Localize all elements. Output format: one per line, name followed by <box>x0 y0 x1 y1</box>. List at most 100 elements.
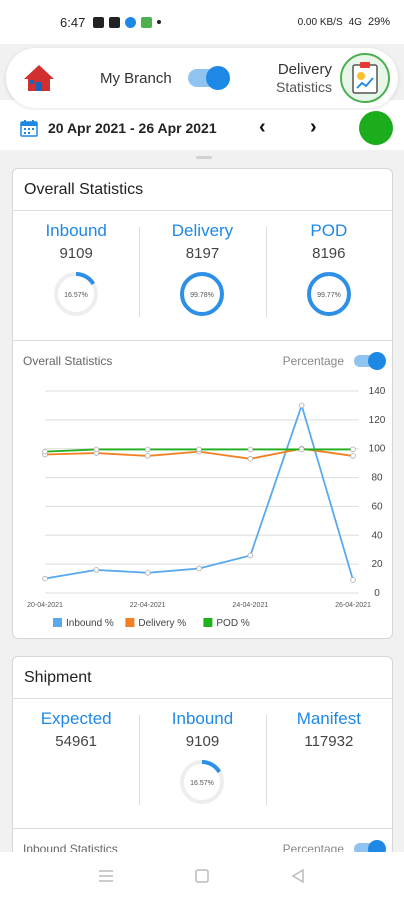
donut-label: 99.77% <box>317 292 341 299</box>
youtube-icon <box>93 16 105 28</box>
y-tick-label: 0 <box>374 588 380 599</box>
percentage-label: Percentage <box>282 354 344 368</box>
battery-level: 29% <box>367 16 390 28</box>
percentage-label: Percentage <box>282 842 344 856</box>
data-point <box>350 446 356 453</box>
pod-donut: 99.77% <box>306 272 351 316</box>
app-icon <box>109 16 121 28</box>
x-tick-label: 24-04-2021 <box>232 602 268 609</box>
overall-line-chart: 0 20 40 60 80 100 120 140 20-04-2021 22-04-2021 24… <box>27 386 386 629</box>
manifest-stat[interactable]: Manifest 117932 <box>265 699 392 828</box>
data-point <box>196 446 202 453</box>
data-point <box>144 570 151 576</box>
home-icon[interactable] <box>22 61 56 95</box>
my-branch-toggle[interactable] <box>187 66 230 90</box>
inbound-donut: 16.57% <box>54 272 99 316</box>
data-point <box>144 453 151 459</box>
status-bar: 6:47 0.00 KB/S 4G 29% <box>0 0 404 44</box>
x-tick-label: 20-04-2021 <box>27 602 63 609</box>
system-icons: 0.00 KB/S 4G 29% <box>298 16 390 28</box>
previous-week-button[interactable]: ‹ <box>259 116 266 138</box>
expected-stat[interactable]: Expected 54961 <box>13 699 139 828</box>
y-tick-label: 140 <box>369 386 386 397</box>
x-tick-label: 26-04-2021 <box>335 602 371 609</box>
stat-value: 8196 <box>312 245 346 262</box>
calendar-icon[interactable] <box>20 119 38 137</box>
stat-label: Expected <box>40 709 112 728</box>
overall-stats-row: Inbound 9109 16.57% Delivery 8197 99.78%… <box>13 211 392 341</box>
stat-value: 8197 <box>185 245 220 262</box>
stat-value: 54961 <box>55 733 98 750</box>
data-point <box>247 446 254 453</box>
legend-label: POD % <box>216 618 249 629</box>
more-dot-icon <box>157 20 162 24</box>
series-line <box>44 402 354 581</box>
page-title: Delivery Statistics <box>275 61 332 95</box>
data-point <box>298 446 305 453</box>
donut-label: 99.78% <box>191 292 215 299</box>
donut-label: 16.57% <box>64 292 88 299</box>
delivery-stat[interactable]: Delivery 8197 99.78% <box>139 211 265 340</box>
clipboard-chart-icon[interactable] <box>340 53 390 103</box>
data-point <box>42 575 48 582</box>
legend-swatch <box>203 618 213 627</box>
inbound-stat[interactable]: Inbound 9109 16.57% <box>13 211 139 340</box>
clock: 6:47 <box>60 14 86 30</box>
back-icon[interactable] <box>290 869 306 883</box>
legend-swatch <box>125 618 135 627</box>
stat-label: Delivery <box>171 221 234 240</box>
shipment-inbound-donut: 16.57% <box>180 760 225 804</box>
data-point <box>93 446 100 453</box>
percentage-toggle[interactable] <box>354 352 386 370</box>
data-point <box>93 567 100 573</box>
stat-value: 9109 <box>185 733 220 750</box>
shipment-inbound-stat[interactable]: Inbound 9109 16.57% <box>139 699 265 828</box>
green-app-icon <box>141 16 153 28</box>
delivery-donut: 99.78% <box>180 272 225 316</box>
y-tick-label: 40 <box>371 530 383 541</box>
x-tick-label: 22-04-2021 <box>130 602 166 609</box>
data-point <box>42 448 48 455</box>
overall-statistics-card: Overall Statistics Inbound 9109 16.57% D… <box>12 168 393 639</box>
data-point <box>196 565 202 572</box>
date-range[interactable]: 20 Apr 2021 - 26 Apr 2021 <box>48 120 217 136</box>
system-nav-bar <box>0 852 404 900</box>
card-title: Shipment <box>13 657 392 699</box>
y-tick-label: 60 <box>371 501 383 512</box>
legend-label: Inbound % <box>66 618 114 629</box>
stat-label: Inbound <box>45 221 107 240</box>
stat-label: POD <box>310 221 348 240</box>
data-point <box>144 446 151 453</box>
chart-title: Overall Statistics <box>23 354 113 368</box>
card-title: Overall Statistics <box>13 169 392 211</box>
shipment-card: Shipment Expected 54961 Inbound 9109 16.… <box>12 656 393 856</box>
legend-swatch <box>53 618 62 627</box>
y-tick-label: 120 <box>369 415 386 426</box>
next-week-button[interactable]: › <box>310 116 317 138</box>
legend-label: Delivery % <box>138 618 186 629</box>
app-bar: My Branch Delivery Statistics <box>6 48 398 108</box>
stat-label: Inbound <box>171 709 234 728</box>
pod-stat[interactable]: POD 8196 99.77% <box>265 211 392 340</box>
data-point <box>247 456 254 462</box>
date-bar: 20 Apr 2021 - 26 Apr 2021 ‹ › <box>0 110 404 146</box>
menu-icon[interactable] <box>98 869 114 883</box>
net-speed: 0.00 KB/S <box>297 16 343 28</box>
data-point <box>298 402 305 409</box>
network-type: 4G <box>348 16 362 28</box>
chart-header: Overall Statistics Percentage <box>13 341 392 371</box>
status-indicator[interactable] <box>359 111 393 145</box>
y-tick-label: 20 <box>371 559 383 570</box>
stat-label: Manifest <box>296 709 361 728</box>
drag-handle[interactable] <box>196 156 212 159</box>
stat-value: 9109 <box>59 245 93 262</box>
data-point <box>350 577 356 583</box>
data-point <box>350 453 356 459</box>
y-tick-label: 100 <box>369 444 386 455</box>
notification-icons <box>93 16 162 28</box>
y-tick-label: 80 <box>371 473 383 484</box>
my-branch-label: My Branch <box>100 69 172 87</box>
home-square-icon[interactable] <box>194 869 210 883</box>
donut-label: 16.57% <box>191 780 215 787</box>
stat-value: 117932 <box>304 733 354 750</box>
